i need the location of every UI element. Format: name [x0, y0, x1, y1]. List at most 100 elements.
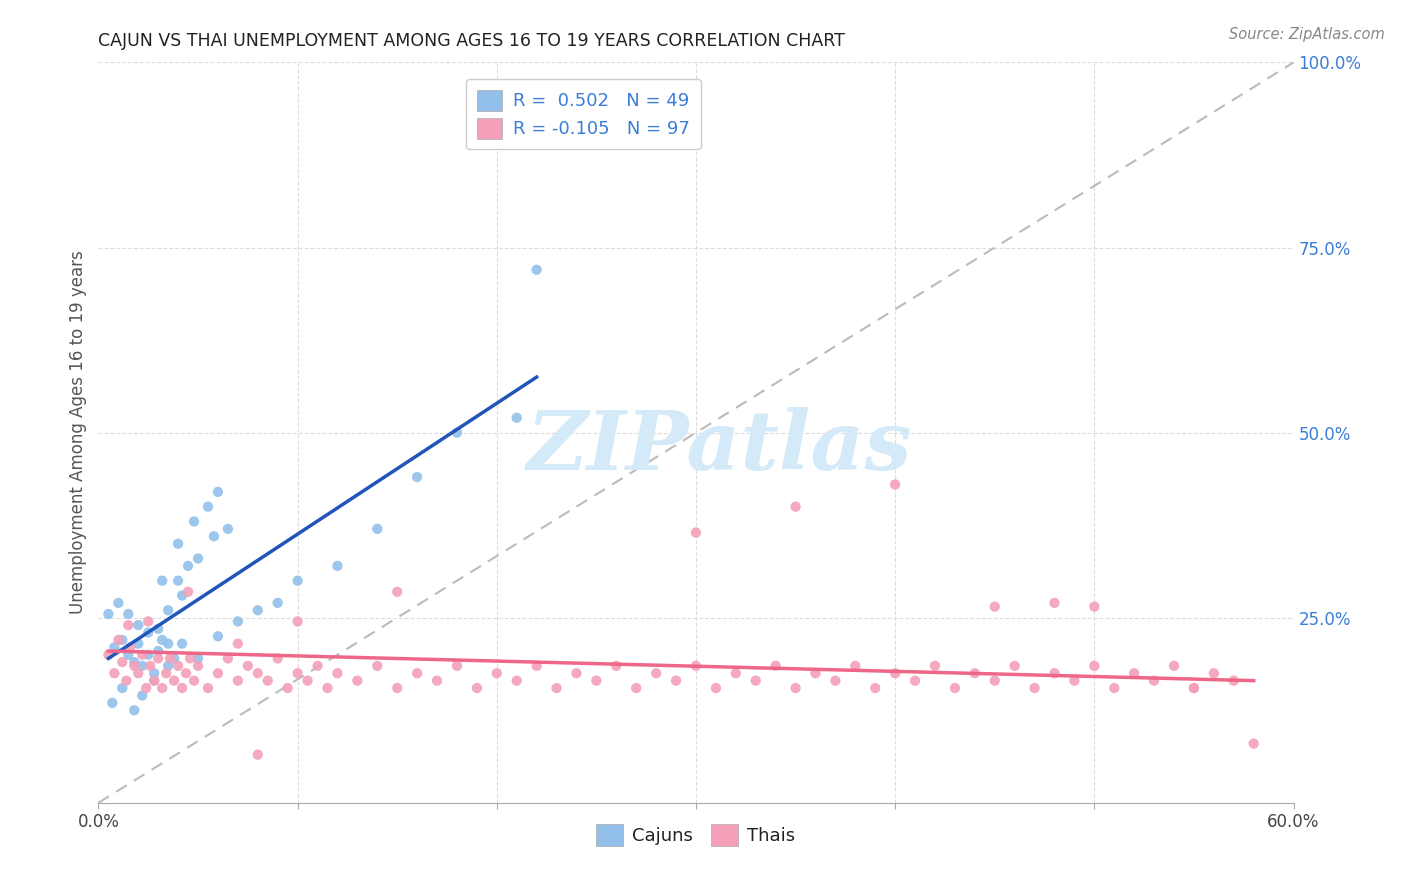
Point [1223, 673, 1246, 688]
Point [1083, 599, 1105, 614]
Point [246, 747, 269, 762]
Point [465, 681, 488, 695]
Point [117, 648, 139, 662]
Point [167, 536, 190, 550]
Point [665, 673, 688, 688]
Point [150, 632, 173, 647]
Point [724, 666, 747, 681]
Point [585, 673, 607, 688]
Point [157, 603, 180, 617]
Point [157, 637, 180, 651]
Point [1143, 673, 1166, 688]
Point [143, 666, 166, 681]
Point [704, 681, 727, 695]
Point [366, 522, 388, 536]
Point [446, 425, 468, 440]
Point [111, 655, 134, 669]
Text: ZIPatlas: ZIPatlas [527, 408, 912, 487]
Point [256, 673, 278, 688]
Point [150, 574, 173, 588]
Point [326, 666, 349, 681]
Point [984, 673, 1007, 688]
Point [187, 551, 209, 566]
Point [1182, 681, 1205, 695]
Point [446, 658, 468, 673]
Point [884, 666, 907, 681]
Point [785, 500, 807, 514]
Point [546, 681, 568, 695]
Point [1104, 681, 1126, 695]
Point [143, 673, 166, 688]
Text: CAJUN VS THAI UNEMPLOYMENT AMONG AGES 16 TO 19 YEARS CORRELATION CHART: CAJUN VS THAI UNEMPLOYMENT AMONG AGES 16… [98, 32, 845, 50]
Point [217, 522, 239, 536]
Point [197, 681, 219, 695]
Point [1043, 596, 1066, 610]
Point [177, 584, 200, 599]
Point [148, 644, 170, 658]
Point [101, 696, 124, 710]
Point [124, 703, 146, 717]
Point [187, 658, 209, 673]
Point [1243, 737, 1265, 751]
Point [605, 658, 627, 673]
Point [865, 681, 887, 695]
Point [97, 607, 120, 621]
Point [307, 658, 329, 673]
Point [943, 681, 966, 695]
Point [177, 558, 200, 573]
Point [179, 651, 201, 665]
Point [172, 637, 194, 651]
Point [1163, 658, 1185, 673]
Point [124, 658, 146, 673]
Point [287, 615, 309, 629]
Point [316, 681, 339, 695]
Point [207, 629, 229, 643]
Point [924, 658, 946, 673]
Point [526, 658, 548, 673]
Point [1202, 666, 1225, 681]
Point [117, 607, 139, 621]
Point [963, 666, 986, 681]
Point [111, 632, 134, 647]
Point [565, 666, 588, 681]
Point [226, 615, 249, 629]
Point [904, 673, 927, 688]
Point [804, 666, 827, 681]
Point [207, 666, 229, 681]
Point [1123, 666, 1146, 681]
Point [844, 658, 866, 673]
Point [884, 477, 907, 491]
Point [120, 640, 142, 655]
Point [187, 651, 209, 665]
Point [226, 637, 249, 651]
Point [107, 632, 129, 647]
Point [1063, 673, 1085, 688]
Point [117, 618, 139, 632]
Point [366, 658, 388, 673]
Point [277, 681, 299, 695]
Point [1182, 681, 1205, 695]
Point [217, 651, 239, 665]
Point [172, 589, 194, 603]
Point [824, 673, 846, 688]
Point [183, 515, 205, 529]
Point [197, 500, 219, 514]
Point [226, 673, 249, 688]
Point [131, 658, 153, 673]
Point [267, 651, 290, 665]
Point [297, 673, 319, 688]
Point [202, 529, 225, 543]
Point [506, 673, 529, 688]
Point [127, 637, 149, 651]
Point [159, 651, 181, 665]
Point [107, 596, 129, 610]
Point [426, 673, 449, 688]
Point [506, 410, 529, 425]
Point [183, 673, 205, 688]
Point [626, 681, 648, 695]
Point [1083, 658, 1105, 673]
Point [1043, 666, 1066, 681]
Point [984, 599, 1007, 614]
Point [155, 666, 177, 681]
Point [346, 673, 368, 688]
